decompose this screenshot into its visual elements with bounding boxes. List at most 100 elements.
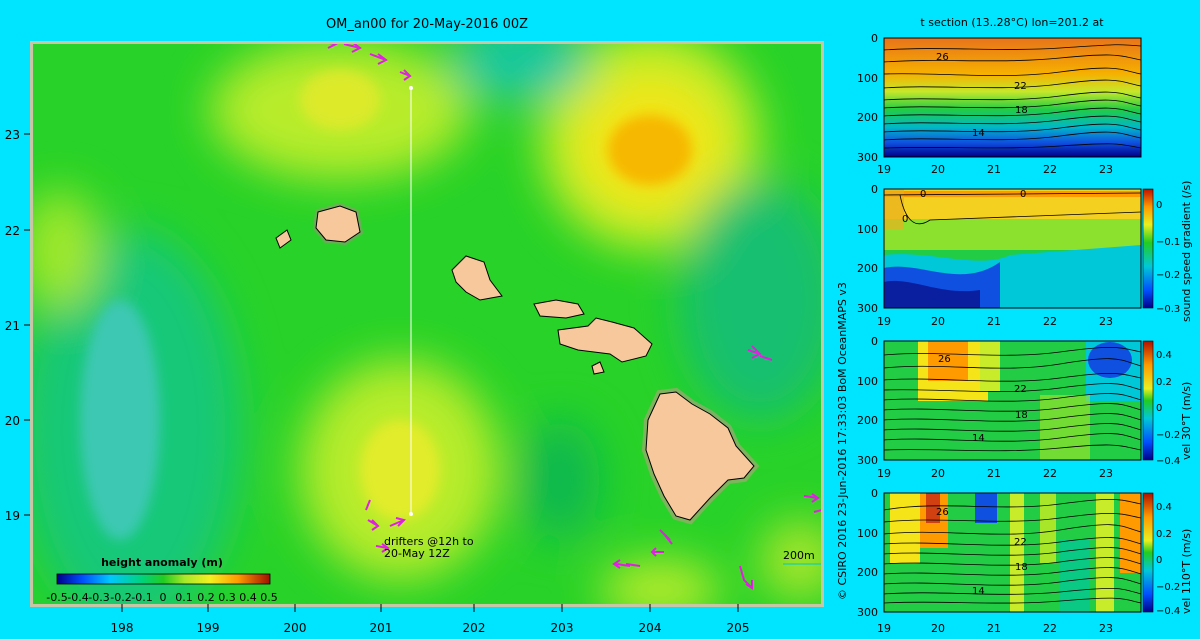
p1-x22: 22 (1043, 163, 1057, 176)
cbar-tick-3: -0.2 (110, 591, 131, 604)
velocity-110-panel: 26 22 18 14 0.4 0.2 0 −0.2 −0.4 vel 110°… (883, 492, 1193, 617)
p4-x21: 21 (987, 622, 1001, 635)
cbar-tick-1: -0.4 (67, 591, 88, 604)
credit-text: © CSIRO 2016 23-Jun-2016 17:33:03 BoM Oc… (836, 282, 849, 600)
p2-x21: 21 (987, 315, 1001, 328)
v30-contour-22: 22 (1014, 384, 1027, 395)
p4-x19: 19 (877, 622, 891, 635)
t-contour-14: 14 (972, 128, 985, 139)
p3-x21: 21 (987, 467, 1001, 480)
p4-x23: 23 (1099, 622, 1113, 635)
cbar-tick-7: 0.2 (197, 591, 215, 604)
p4-y100: 100 (857, 527, 878, 540)
lon-tick-205: 205 (727, 621, 750, 635)
p3-y0: 0 (871, 335, 878, 348)
p4-x22: 22 (1043, 622, 1057, 635)
temperature-section-panel: 26 22 18 14 (883, 37, 1142, 158)
cbar-tick-5: 0 (160, 591, 167, 604)
v30-tick-0: 0.4 (1156, 350, 1172, 361)
v30-contour-14: 14 (972, 433, 985, 444)
lat-tick-20: 20 (5, 414, 20, 428)
v110-contour-18: 18 (1015, 562, 1028, 573)
panel-lat-ticks: 19 20 21 22 23 19 20 21 22 23 19 20 21 2… (877, 163, 1113, 635)
p2-x20: 20 (931, 315, 945, 328)
lon-tick-203: 203 (551, 621, 574, 635)
v110-contour-22: 22 (1014, 537, 1027, 548)
velocity-30-panel: 26 22 18 14 0.4 0.2 0 −0.2 −0.4 vel 30°T… (883, 340, 1193, 467)
lat-tick-21: 21 (5, 319, 20, 333)
v30-tick-2: 0 (1156, 403, 1162, 414)
v30-tick-3: −0.2 (1156, 430, 1180, 441)
v110-tick-3: −0.2 (1156, 582, 1180, 593)
v110-tick-0: 0.4 (1156, 502, 1172, 513)
p3-y100: 100 (857, 375, 878, 388)
p2-y100: 100 (857, 223, 878, 236)
v110-contour-26: 26 (936, 507, 949, 518)
p3-x22: 22 (1043, 467, 1057, 480)
lon-tick-202: 202 (463, 621, 486, 635)
sound-contour-0c: 0 (902, 214, 908, 225)
cbar-tick-9: 0.4 (239, 591, 257, 604)
cbar-tick-10: 0.5 (260, 591, 278, 604)
p2-y200: 200 (857, 262, 878, 275)
v30-tick-1: 0.2 (1156, 377, 1172, 388)
map-lon-axis (121, 604, 739, 612)
p1-y200: 200 (857, 111, 878, 124)
lat-tick-23: 23 (5, 128, 20, 142)
vel110-axis-label: vel 110°T (m/s) (1180, 529, 1193, 614)
sound-tick-2: −0.2 (1156, 270, 1180, 281)
islands (275, 202, 760, 525)
p2-x22: 22 (1043, 315, 1057, 328)
v30-contour-18: 18 (1015, 410, 1028, 421)
lon-tick-199: 199 (197, 621, 220, 635)
panel-depth-ticks: 0 100 200 300 0 100 200 300 0 100 200 30… (857, 32, 878, 619)
lat-tick-22: 22 (5, 224, 20, 238)
p4-y200: 200 (857, 566, 878, 579)
cbar-tick-6: 0.1 (175, 591, 193, 604)
p2-y0: 0 (871, 183, 878, 196)
figure-title: OM_an00 for 20-May-2016 00Z (326, 17, 528, 32)
vel30-axis-label: vel 30°T (m/s) (1180, 382, 1193, 460)
sound-contour-0a: 0 (920, 189, 926, 200)
cbar-tick-0: -0.5 (46, 591, 67, 604)
p2-y300: 300 (857, 302, 878, 315)
lon-tick-201: 201 (370, 621, 393, 635)
section-title: t section (13..28°C) lon=201.2 at (920, 16, 1104, 29)
t-contour-18: 18 (1015, 105, 1028, 116)
v110-tick-2: 0 (1156, 555, 1162, 566)
p1-y100: 100 (857, 72, 878, 85)
p2-x19: 19 (877, 315, 891, 328)
p2-x23: 23 (1099, 315, 1113, 328)
lat-tick-19: 19 (5, 509, 20, 523)
p3-x19: 19 (877, 467, 891, 480)
height-colorbar: height anomaly (m) -0.5 -0.4 -0.3 -0.2 -… (46, 556, 277, 604)
t-contour-26: 26 (936, 52, 949, 63)
drifters-label-1: drifters @12h to (384, 535, 474, 548)
p1-x21: 21 (987, 163, 1001, 176)
sound-contour-0b: 0 (1020, 189, 1026, 200)
map-lat-axis (24, 133, 30, 516)
p1-x23: 23 (1099, 163, 1113, 176)
drifters-label-2: 20-May 12Z (384, 547, 450, 560)
cbar-tick-8: 0.3 (218, 591, 236, 604)
p1-y0: 0 (871, 32, 878, 45)
p4-x20: 20 (931, 622, 945, 635)
p1-x19: 19 (877, 163, 891, 176)
lon-tick-204: 204 (639, 621, 662, 635)
p3-x20: 20 (931, 467, 945, 480)
p3-y200: 200 (857, 414, 878, 427)
lon-tick-200: 200 (284, 621, 307, 635)
cbar-tick-4: -0.1 (131, 591, 152, 604)
sound-speed-panel: 0 0 0 0 −0.1 −0.2 −0.3 sound speed gradi… (883, 181, 1193, 322)
depth-label: 200m (783, 549, 815, 562)
p4-y300: 300 (857, 606, 878, 619)
v110-contour-14: 14 (972, 586, 985, 597)
sound-axis-label: sound speed gradient (/s) (1180, 181, 1193, 322)
lon-tick-198: 198 (111, 621, 134, 635)
colorbar-title: height anomaly (m) (101, 556, 223, 569)
drifter-arrows (327, 44, 821, 590)
p1-x20: 20 (931, 163, 945, 176)
p3-x23: 23 (1099, 467, 1113, 480)
v110-tick-1: 0.2 (1156, 529, 1172, 540)
